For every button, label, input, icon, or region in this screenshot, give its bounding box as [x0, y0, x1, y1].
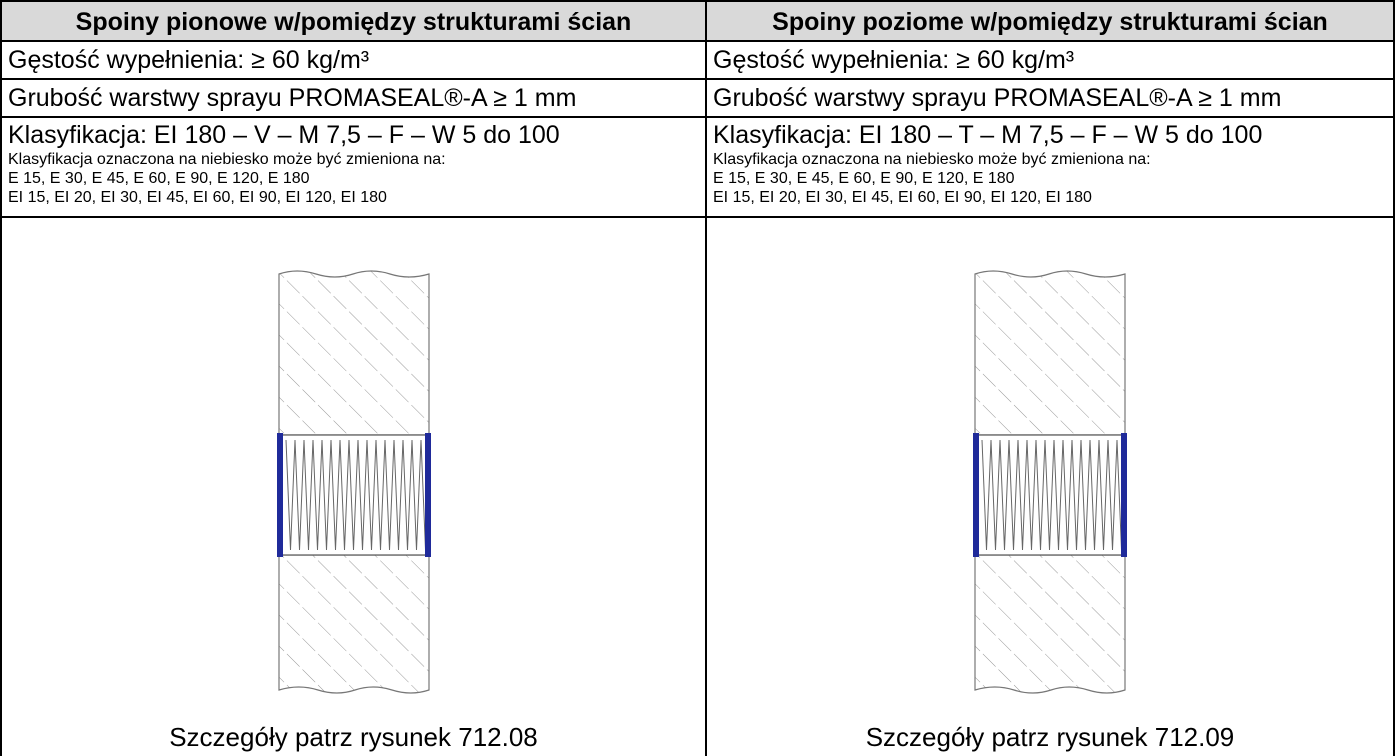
- classification: Klasyfikacja: EI 180 – T – M 7,5 – F – W…: [713, 121, 1263, 149]
- drawing-caption: Szczegóły patrz rysunek 712.08: [169, 722, 538, 752]
- drawing-part: [973, 433, 979, 557]
- drawing-part: [424, 433, 431, 557]
- drawing-part: [1121, 433, 1127, 557]
- drawing-part: [277, 554, 430, 694]
- drawing-wrap: [970, 268, 1130, 701]
- classification-cell: Klasyfikacja: EI 180 – T – M 7,5 – F – W…: [707, 118, 1393, 218]
- density-cell: Gęstość wypełnienia: ≥ 60 kg/m³: [707, 42, 1393, 80]
- column-header: Spoiny poziome w/pomiędzy strukturami śc…: [707, 0, 1393, 42]
- classification-note: EI 15, EI 20, EI 30, EI 45, EI 60, EI 90…: [8, 189, 387, 206]
- drawing-caption: Szczegóły patrz rysunek 712.09: [865, 722, 1235, 752]
- drawing-part: [974, 554, 1126, 694]
- drawing-part: [974, 270, 1126, 436]
- classification-note: Klasyfikacja oznaczona na niebiesko może…: [713, 151, 1151, 168]
- section-drawing: [973, 270, 1127, 694]
- classification-cell: Klasyfikacja: EI 180 – V – M 7,5 – F – W…: [2, 118, 705, 218]
- drawing-wrap: [274, 268, 434, 701]
- drawing-part: [981, 439, 1127, 551]
- drawing-part: [276, 433, 283, 557]
- classification: Klasyfikacja: EI 180 – V – M 7,5 – F – W…: [8, 121, 560, 149]
- thickness-cell: Grubość warstwy sprayu PROMASEAL®-A ≥ 1 …: [2, 80, 705, 118]
- density-cell: Gęstość wypełnienia: ≥ 60 kg/m³: [2, 42, 705, 80]
- section-drawing: [276, 270, 431, 694]
- drawing-part: [277, 270, 430, 436]
- thickness-cell: Grubość warstwy sprayu PROMASEAL®-A ≥ 1 …: [707, 80, 1393, 118]
- classification-note: Klasyfikacja oznaczona na niebiesko może…: [8, 151, 446, 168]
- column-header: Spoiny pionowe w/pomiędzy strukturami śc…: [2, 0, 705, 42]
- drawing-part: [285, 439, 430, 551]
- table-column: Spoiny poziome w/pomiędzy strukturami śc…: [705, 0, 1395, 756]
- classification-note: EI 15, EI 20, EI 30, EI 45, EI 60, EI 90…: [713, 189, 1092, 206]
- classification-note: E 15, E 30, E 45, E 60, E 90, E 120, E 1…: [8, 170, 310, 187]
- classification-note: E 15, E 30, E 45, E 60, E 90, E 120, E 1…: [713, 170, 1015, 187]
- table-column: Spoiny pionowe w/pomiędzy strukturami śc…: [0, 0, 705, 756]
